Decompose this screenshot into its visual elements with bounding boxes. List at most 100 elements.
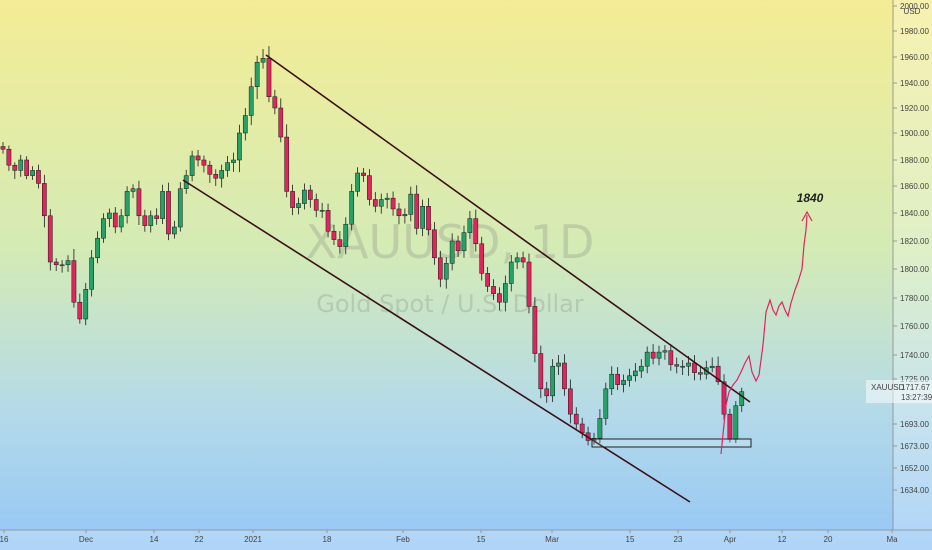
candle xyxy=(491,279,496,300)
candle-body xyxy=(349,191,355,225)
upper-trendline xyxy=(265,54,751,403)
candle-body xyxy=(473,218,479,245)
candle xyxy=(556,355,561,375)
candle-body xyxy=(621,380,626,385)
candle-body xyxy=(219,170,225,179)
candle xyxy=(627,368,632,387)
candle xyxy=(83,282,89,326)
current-price-tag: XAUUSD 1717.67 13:27:39 xyxy=(866,380,932,403)
x-tick-label: Ma xyxy=(886,535,898,544)
candle-body xyxy=(160,191,165,219)
candle xyxy=(254,55,260,100)
x-tick-label: Apr xyxy=(724,535,737,544)
y-tick-label: 1840.00 xyxy=(900,209,929,218)
candle-body xyxy=(384,197,390,200)
y-tick-label: 1920.00 xyxy=(900,104,929,113)
candle-body xyxy=(18,159,24,171)
x-tick-label: 15 xyxy=(626,535,635,544)
candle xyxy=(59,260,65,273)
candle xyxy=(36,164,41,189)
candle-body xyxy=(231,159,236,163)
x-tick-label: 14 xyxy=(150,535,159,544)
candle-body xyxy=(709,365,715,369)
y-tick-label: 1880.00 xyxy=(900,156,929,165)
candle xyxy=(101,213,106,243)
candle-body xyxy=(656,351,662,359)
candle-body xyxy=(172,226,177,235)
candle-body xyxy=(71,260,77,303)
candle xyxy=(408,186,414,222)
candle xyxy=(24,156,29,180)
y-tick-label: 1760.00 xyxy=(900,322,929,331)
candle xyxy=(573,407,579,429)
candle xyxy=(597,409,603,444)
candle xyxy=(609,366,615,396)
candle xyxy=(160,184,165,224)
candle-body xyxy=(573,413,579,425)
candle xyxy=(331,225,337,245)
candle xyxy=(248,77,254,126)
candle xyxy=(461,225,467,258)
candle-body xyxy=(107,212,112,219)
candle xyxy=(207,160,213,183)
candle-body xyxy=(201,159,207,166)
candle xyxy=(414,185,420,235)
candle-body xyxy=(302,189,307,204)
candle-body xyxy=(361,172,366,176)
candle-body xyxy=(544,388,550,397)
candle xyxy=(384,192,390,209)
candle xyxy=(0,142,6,154)
candle-body xyxy=(715,365,721,383)
candle xyxy=(142,209,148,232)
candle xyxy=(402,208,408,224)
candle-body xyxy=(402,214,408,217)
candle xyxy=(615,367,620,391)
candle xyxy=(668,344,674,371)
candle-body xyxy=(644,351,650,367)
candle xyxy=(307,184,313,208)
candle-body xyxy=(30,170,35,176)
candle xyxy=(6,145,12,171)
candle xyxy=(189,150,195,182)
candle-body xyxy=(497,293,502,303)
candle-body xyxy=(213,174,219,179)
candle-body xyxy=(95,237,100,259)
candle-body xyxy=(189,155,195,176)
price-tag-price: 1717.67 xyxy=(901,383,930,392)
candle xyxy=(449,233,455,271)
candle-body xyxy=(101,218,106,239)
candle-body xyxy=(260,58,266,63)
candle-body xyxy=(248,86,254,116)
candle xyxy=(715,356,721,385)
candle-body xyxy=(59,264,65,267)
y-tick-label: 1652.00 xyxy=(900,464,929,473)
candle-body xyxy=(698,372,703,375)
x-tick-label: Dec xyxy=(79,535,93,544)
candle-body xyxy=(420,206,425,229)
candle xyxy=(290,184,295,216)
time-axis-panel xyxy=(0,530,932,550)
y-tick-label: 1740.00 xyxy=(900,351,929,360)
candle-body xyxy=(579,423,585,434)
candle-body xyxy=(166,191,171,235)
candle xyxy=(479,236,485,281)
candle-body xyxy=(142,215,148,226)
x-tick-label: 22 xyxy=(195,535,204,544)
candle xyxy=(65,255,71,272)
candle-body xyxy=(6,148,12,166)
candle-body xyxy=(721,381,727,415)
candle xyxy=(367,169,372,206)
candle-body xyxy=(449,240,455,264)
candle-body xyxy=(307,189,313,200)
candle xyxy=(42,174,47,228)
candle xyxy=(337,231,343,254)
projection-label: 1840 xyxy=(797,191,824,205)
candle-body xyxy=(508,261,514,284)
candle-body xyxy=(154,215,160,219)
candle xyxy=(319,202,325,218)
y-tick-label: 1800.00 xyxy=(900,265,929,274)
candle-body xyxy=(603,388,609,419)
candle xyxy=(739,387,745,412)
candle xyxy=(432,222,437,265)
candle xyxy=(77,293,83,324)
